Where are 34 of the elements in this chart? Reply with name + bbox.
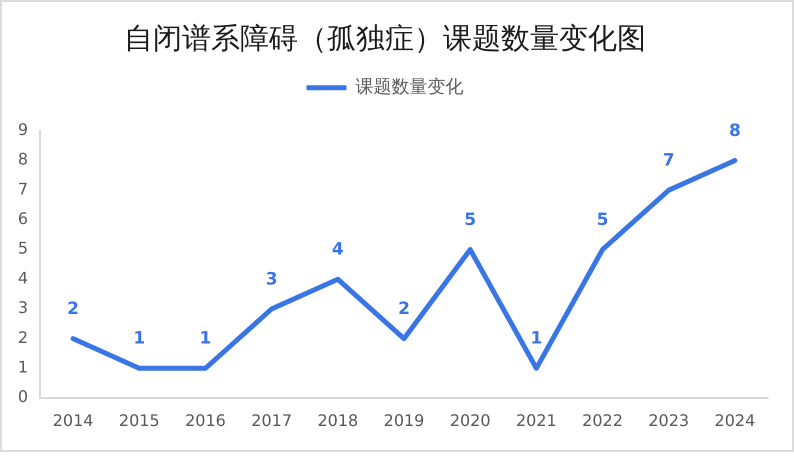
y-tick-label: 8 [18,150,28,169]
data-label: 1 [530,328,542,349]
data-label: 2 [67,299,80,320]
x-tick-label: 2022 [582,410,623,430]
data-label: 2 [398,299,410,320]
data-label: 5 [596,210,608,230]
x-tick-label: 2018 [317,410,358,430]
y-tick-label: 5 [18,238,28,258]
x-tick-label: 2017 [251,410,292,430]
y-tick-label: 9 [18,120,28,139]
y-tick-label: 7 [18,179,28,198]
y-tick-label: 4 [18,268,28,288]
chart-title: 自闭谱系障碍（孤独症）课题数量变化图 [124,20,646,55]
legend-label: 课题数量变化 [356,76,464,98]
data-label: 1 [200,328,212,349]
data-label: 8 [728,120,741,141]
x-tick-label: 2016 [185,410,226,430]
x-tick-label: 2019 [384,410,424,430]
x-tick-label: 2021 [516,410,557,430]
data-label: 7 [662,150,675,171]
y-tick-label: 6 [18,209,28,228]
y-tick-label: 1 [18,357,28,376]
data-label: 3 [266,269,278,290]
x-tick-label: 2024 [714,410,756,430]
x-tick-label: 2014 [52,410,94,430]
y-tick-label: 2 [18,328,28,347]
y-tick-label: 3 [18,298,28,318]
data-label: 5 [464,210,476,230]
y-tick-label: 0 [18,387,28,406]
data-label: 4 [332,240,344,260]
x-tick-label: 2023 [648,410,690,430]
data-label: 1 [133,328,146,349]
x-tick-label: 2020 [450,410,491,430]
x-tick-label: 2015 [118,410,160,430]
